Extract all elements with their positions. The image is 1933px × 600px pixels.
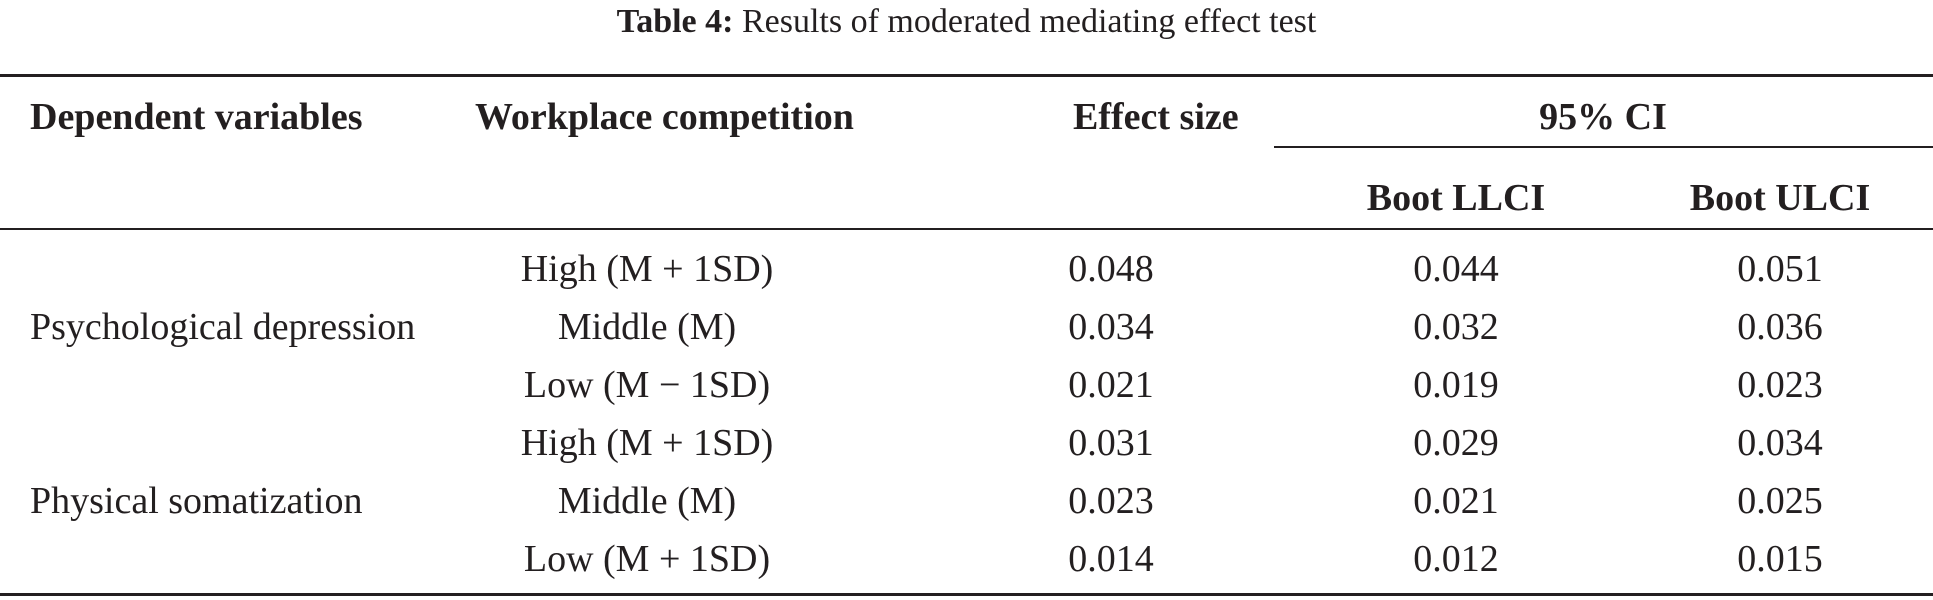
table-cell-effect: 0.031 [1068,422,1154,464]
header-dependent-variables: Dependent variables [30,96,363,138]
table-cell-ulci: 0.036 [1737,306,1823,348]
table-cell-llci: 0.029 [1413,422,1499,464]
table-cell-llci: 0.044 [1413,248,1499,290]
table-cell-ulci: 0.025 [1737,480,1823,522]
header-boot-llci: Boot LLCI [1366,177,1546,219]
table-cell-effect: 0.023 [1068,480,1154,522]
table-cell-level: Middle (M) [557,306,737,348]
table-caption: Table 4: Results of moderated mediating … [0,2,1933,42]
table-cell-effect: 0.021 [1068,364,1154,406]
table-cell-ulci: 0.015 [1737,538,1823,580]
table-cell-effect: 0.048 [1068,248,1154,290]
table-caption-text: Results of moderated mediating effect te… [741,3,1317,40]
table-cell-llci: 0.012 [1413,538,1499,580]
dependent-variable-label: Psychological depression [30,306,416,348]
table-cell-llci: 0.032 [1413,306,1499,348]
header-boot-ulci: Boot ULCI [1689,177,1871,219]
dependent-variable-label: Physical somatization [30,480,363,522]
header-95-ci: 95% CI [1539,96,1667,138]
table-caption-label: Table 4: [616,3,734,40]
table-cell-ulci: 0.034 [1737,422,1823,464]
table-cell-level: Low (M − 1SD) [523,364,771,406]
table-cell-effect: 0.034 [1068,306,1154,348]
header-effect-size: Effect size [1073,96,1239,138]
table-cell-level: Middle (M) [557,480,737,522]
table-cell-llci: 0.021 [1413,480,1499,522]
table-cell-effect: 0.014 [1068,538,1154,580]
table-cell-llci: 0.019 [1413,364,1499,406]
table-cell-level: High (M + 1SD) [520,248,774,290]
table-cell-level: High (M + 1SD) [520,422,774,464]
table-bottom-rule [0,593,1933,596]
table-cell-ulci: 0.023 [1737,364,1823,406]
header-workplace-competition: Workplace competition [475,96,854,138]
ci-span-rule [1274,146,1933,148]
header-bottom-rule [0,228,1933,230]
table-top-rule [0,74,1933,77]
table-cell-level: Low (M + 1SD) [523,538,771,580]
table-cell-ulci: 0.051 [1737,248,1823,290]
